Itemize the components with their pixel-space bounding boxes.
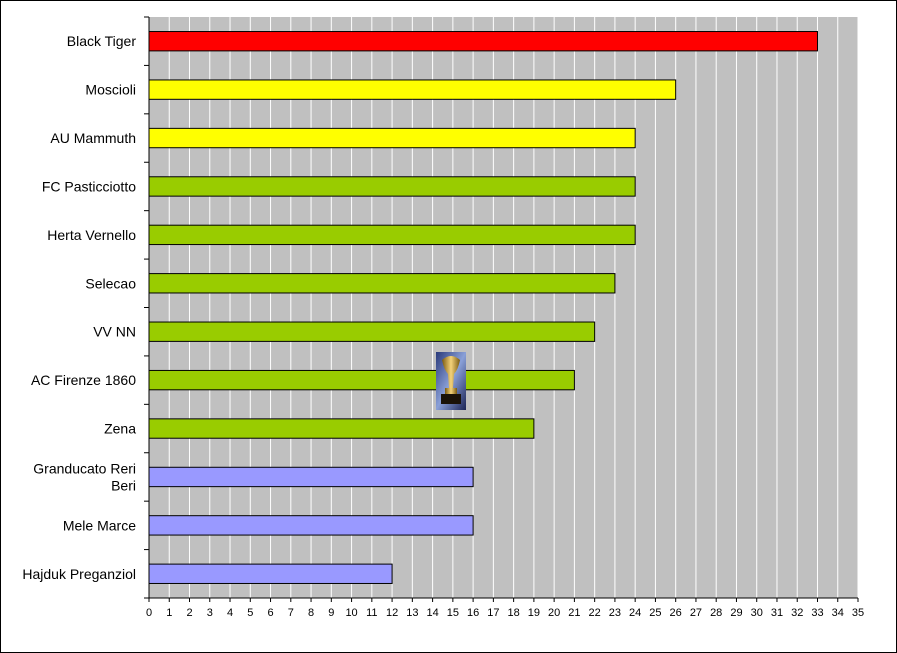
x-tick-label: 7 — [288, 607, 294, 619]
x-tick-label: 8 — [308, 607, 314, 619]
x-tick-label: 35 — [852, 607, 864, 619]
x-tick-label: 19 — [528, 607, 540, 619]
x-tick-label: 0 — [146, 607, 152, 619]
bar — [148, 176, 636, 197]
bar — [148, 31, 818, 52]
x-tick-labels: 0 1 2 3 4 5 6 7 8 9 10 11 12 13 14 15 16 17 18 19 20 21 22 23 24… — [146, 607, 864, 619]
plot-area — [149, 17, 858, 598]
bars — [148, 31, 818, 584]
x-tick-label: 32 — [791, 607, 803, 619]
x-tick-label: 15 — [447, 607, 459, 619]
x-tick-label: 14 — [426, 607, 438, 619]
category-label: AC Firenze 1860 — [31, 372, 136, 388]
x-tick-label: 1 — [166, 607, 172, 619]
category-label: Zena — [104, 421, 136, 437]
bar — [148, 273, 616, 294]
grid-lines — [168, 17, 859, 598]
x-tick-label: 3 — [207, 607, 213, 619]
x-tick-label: 30 — [751, 607, 763, 619]
x-tick-label: 20 — [548, 607, 560, 619]
category-label: Herta Vernello — [47, 227, 136, 243]
category-label: AU Mammuth — [50, 130, 136, 146]
x-tick-label: 10 — [345, 607, 357, 619]
category-label: Beri — [111, 477, 136, 493]
x-tick-label: 11 — [366, 607, 377, 619]
category-label: Mele Marce — [63, 517, 136, 533]
bar — [148, 369, 575, 391]
x-tick-label: 23 — [609, 607, 621, 619]
x-tick-label: 5 — [247, 607, 253, 619]
x-tick-label: 16 — [467, 607, 479, 619]
bar — [148, 466, 474, 488]
category-label: Black Tiger — [67, 33, 137, 49]
category-label: Moscioli — [85, 82, 136, 98]
category-label: Granducato Reri — [33, 460, 136, 476]
x-tick-label: 29 — [730, 607, 742, 619]
x-tick-label: 13 — [406, 607, 418, 619]
x-tick-label: 21 — [568, 607, 580, 619]
x-tick-label: 6 — [267, 607, 273, 619]
bar — [148, 418, 535, 439]
x-tick-label: 26 — [670, 607, 682, 619]
x-tick-label: 25 — [649, 607, 661, 619]
bar — [148, 515, 474, 536]
bar — [148, 563, 393, 584]
x-tick-label: 12 — [386, 607, 398, 619]
x-tick-label: 33 — [811, 607, 823, 619]
x-tick-label: 28 — [710, 607, 722, 619]
bar — [148, 321, 596, 342]
category-label: Hajduk Preganziol — [22, 566, 136, 582]
x-tick-label: 27 — [690, 607, 702, 619]
bar — [148, 127, 636, 149]
x-tick-label: 18 — [508, 607, 520, 619]
category-label: FC Pasticciotto — [42, 178, 136, 194]
x-tick-label: 22 — [589, 607, 601, 619]
x-tick-label: 31 — [771, 607, 783, 619]
bar — [148, 79, 677, 100]
category-labels: Black Tiger Moscioli AU Mammuth FC Pasticci… — [22, 33, 136, 582]
x-tick-label: 2 — [186, 607, 192, 619]
category-label: VV NN — [93, 324, 136, 340]
bar — [148, 224, 636, 246]
x-tick-label: 4 — [227, 607, 233, 619]
x-tick-label: 17 — [487, 607, 499, 619]
world-cup-trophy-icon — [436, 352, 466, 410]
x-tick-label: 34 — [832, 607, 844, 619]
category-label: Selecao — [85, 275, 136, 291]
x-tick-label: 24 — [629, 607, 641, 619]
x-tick-label: 9 — [328, 607, 334, 619]
